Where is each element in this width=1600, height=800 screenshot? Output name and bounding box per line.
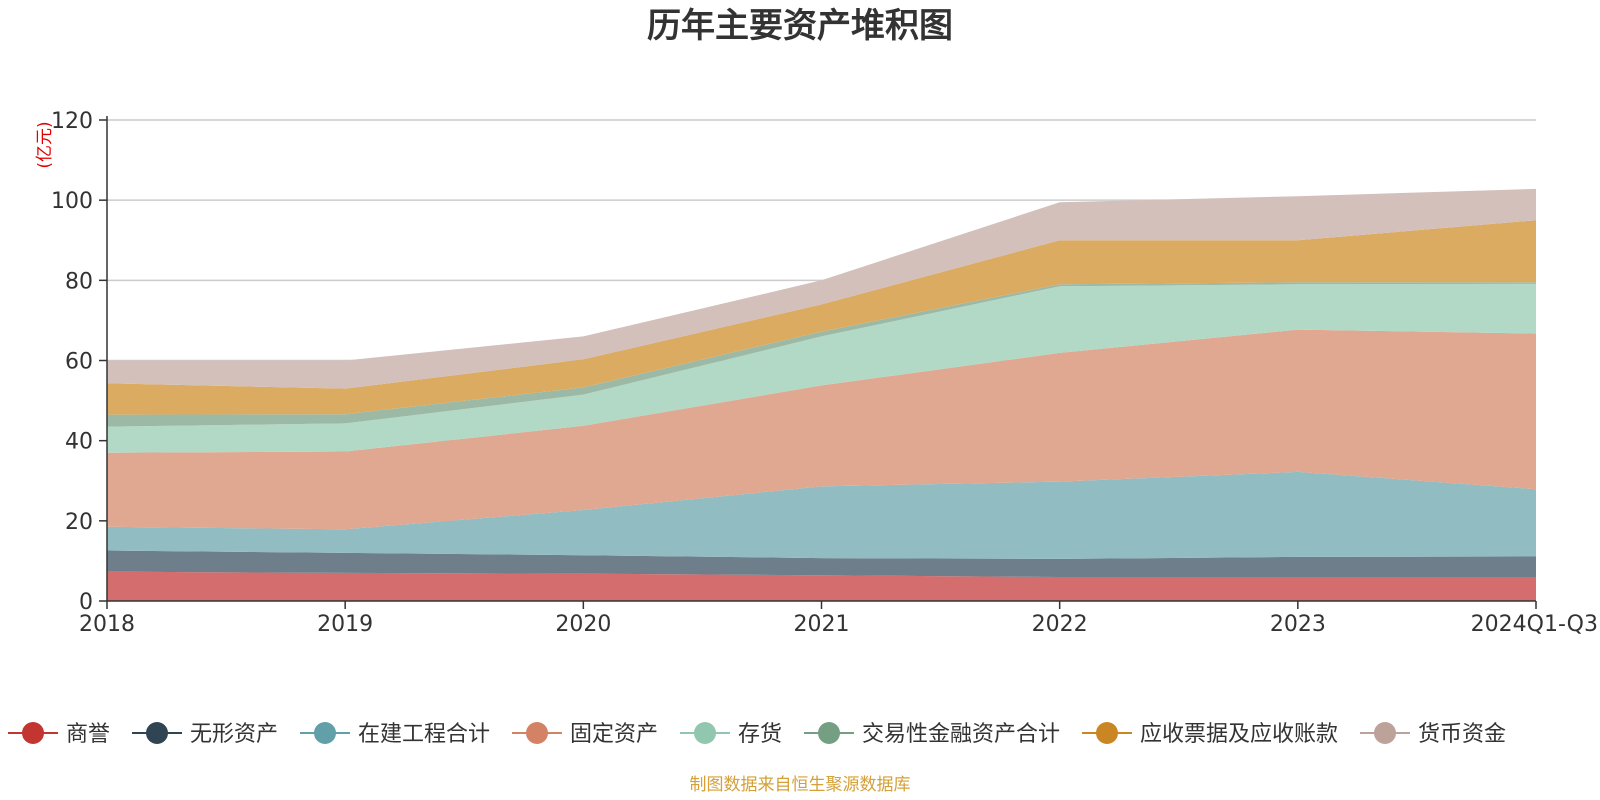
legend-marker-4 [694, 722, 716, 744]
legend-item-2[interactable]: 在建工程合计 [300, 722, 490, 747]
area-series-4 [107, 283, 1536, 453]
source-note: 制图数据来自恒生聚源数据库 [690, 775, 911, 795]
area-series-0 [107, 571, 1536, 601]
area-series-group [107, 188, 1536, 601]
area-series-3 [107, 329, 1536, 530]
legend-label-4: 存货 [738, 722, 782, 747]
legend-label-3: 固定资产 [570, 722, 658, 747]
chart-title: 历年主要资产堆积图 [647, 6, 953, 46]
legend-item-1[interactable]: 无形资产 [132, 722, 278, 747]
legend-label-6: 应收票据及应收账款 [1140, 722, 1338, 747]
legend-label-5: 交易性金融资产合计 [862, 722, 1060, 747]
area-series-1 [107, 550, 1536, 577]
x-tick-label-6: 2024Q1-Q3 [1471, 612, 1598, 637]
legend-item-7[interactable]: 货币资金 [1360, 722, 1506, 747]
legend-item-4[interactable]: 存货 [680, 722, 782, 747]
y-axis-unit-label: (亿元) [35, 121, 55, 168]
legend-item-5[interactable]: 交易性金融资产合计 [804, 722, 1060, 747]
y-tick-label-5: 100 [51, 189, 93, 214]
x-tick-label-2: 2020 [555, 612, 611, 637]
y-tick-label-0: 0 [79, 590, 93, 615]
area-series-6 [107, 220, 1536, 415]
legend-marker-2 [314, 722, 336, 744]
legend-label-0: 商誉 [66, 722, 110, 747]
legend-marker-6 [1096, 722, 1118, 744]
y-tick-label-2: 40 [65, 430, 93, 455]
y-tick-label-4: 80 [65, 269, 93, 294]
legend-label-7: 货币资金 [1418, 722, 1506, 747]
y-tick-label-1: 20 [65, 510, 93, 535]
y-tick-label-6: 120 [51, 109, 93, 134]
legend-marker-7 [1374, 722, 1396, 744]
legend-marker-1 [146, 722, 168, 744]
legend-marker-5 [818, 722, 840, 744]
legend-label-2: 在建工程合计 [358, 722, 490, 747]
legend-item-0[interactable]: 商誉 [8, 722, 110, 747]
x-tick-label-3: 2021 [794, 612, 850, 637]
axes: 0 20 40 60 80 100 120 2018 2019 2020 2021 2022 2023 2… [51, 109, 1598, 637]
area-series-2 [107, 471, 1536, 559]
legend-marker-3 [526, 722, 548, 744]
legend-item-3[interactable]: 固定资产 [512, 722, 658, 747]
legend-label-1: 无形资产 [190, 722, 278, 747]
legend: 商誉 无形资产 在建工程合计 固定资产 存货 交易性金融资产合计 应收票据及应收账款 货币资金 [8, 722, 1506, 747]
y-tick-label-3: 60 [65, 350, 93, 375]
x-tick-label-1: 2019 [317, 612, 373, 637]
x-tick-label-4: 2022 [1032, 612, 1088, 637]
legend-marker-0 [22, 722, 44, 744]
x-tick-label-0: 2018 [79, 612, 135, 637]
x-tick-label-5: 2023 [1270, 612, 1326, 637]
area-series-7 [107, 188, 1536, 389]
legend-item-6[interactable]: 应收票据及应收账款 [1082, 722, 1338, 747]
